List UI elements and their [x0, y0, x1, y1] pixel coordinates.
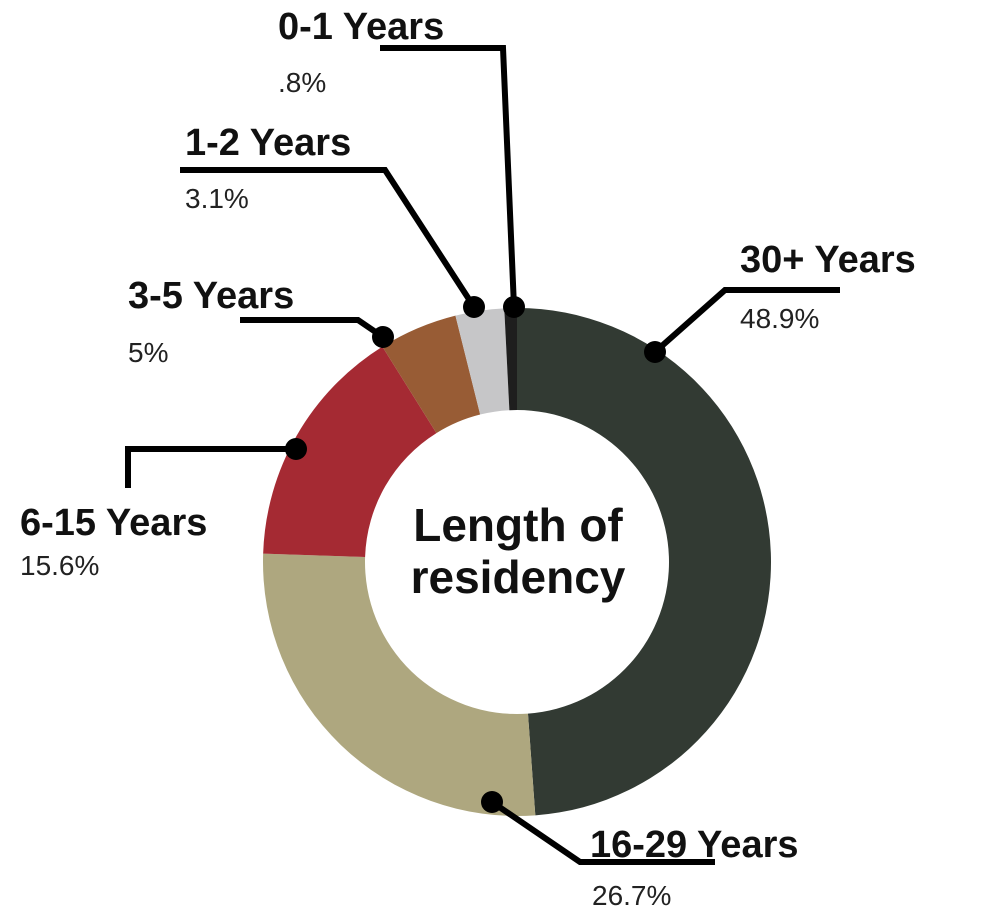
- leader-line: [180, 167, 477, 309]
- donut-segment: [382, 315, 481, 434]
- leader-dot: [463, 296, 485, 318]
- category-label: 30+ Years: [740, 239, 916, 281]
- leader-line: [490, 799, 715, 865]
- leader-line: [125, 446, 296, 488]
- value-label: 15.6%: [20, 550, 99, 581]
- chart-title: Length of residency: [410, 499, 626, 603]
- value-label: .8%: [278, 67, 326, 98]
- leader-dot: [503, 296, 525, 318]
- value-label: 5%: [128, 337, 168, 368]
- leader-line: [380, 45, 517, 308]
- category-label: 3-5 Years: [128, 275, 294, 317]
- leader-dot: [644, 341, 666, 363]
- category-label: 16-29 Years: [590, 824, 799, 866]
- value-label: 26.7%: [592, 880, 671, 911]
- leader-dot: [285, 438, 307, 460]
- category-label: 0-1 Years: [278, 6, 444, 48]
- category-label: 1-2 Years: [185, 122, 351, 164]
- category-label: 6-15 Years: [20, 502, 207, 544]
- value-label: 48.9%: [740, 303, 819, 334]
- value-label: 3.1%: [185, 183, 249, 214]
- donut-segment: [517, 308, 771, 816]
- donut-segment: [263, 553, 536, 817]
- donut-segment: [455, 308, 510, 415]
- leader-dot: [372, 326, 394, 348]
- leader-line: [240, 317, 385, 340]
- donut-segment: [263, 346, 437, 557]
- leader-line: [653, 287, 840, 355]
- donut-segment: [504, 308, 517, 411]
- leader-dot: [481, 791, 503, 813]
